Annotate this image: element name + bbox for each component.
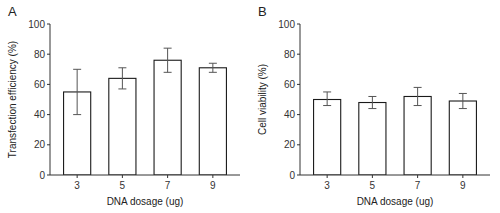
- x-axis-line: [300, 175, 490, 176]
- y-tick-label: 40: [284, 109, 296, 120]
- x-tick-label: 5: [120, 180, 126, 191]
- error-bar: [164, 48, 172, 72]
- x-tick-label: 3: [74, 180, 80, 191]
- error-cap-upper: [414, 87, 422, 88]
- error-stem: [167, 48, 168, 72]
- x-tick: [462, 175, 463, 178]
- y-tick: [47, 84, 50, 85]
- y-tick-label: 60: [34, 79, 46, 90]
- bar: [359, 103, 386, 175]
- bar: [314, 100, 341, 176]
- bar: [109, 78, 136, 175]
- y-axis-line: [300, 24, 301, 175]
- error-bar: [368, 96, 376, 108]
- y-axis-label: Transfection efficiency (%): [7, 41, 18, 158]
- panel: B 0 20 40 60 80 100 3 5 7 9 DNA dosage (ug) Cell via…: [257, 4, 490, 207]
- y-tick: [297, 24, 300, 25]
- error-cap-lower: [209, 72, 217, 73]
- y-tick: [47, 54, 50, 55]
- x-tick: [417, 175, 418, 178]
- error-cap-lower: [164, 72, 172, 73]
- error-stem: [462, 93, 463, 108]
- error-cap-upper: [118, 67, 126, 68]
- error-stem: [77, 69, 78, 114]
- y-tick-label: 20: [34, 139, 46, 150]
- error-stem: [417, 87, 418, 105]
- error-cap-lower: [459, 108, 467, 109]
- y-tick: [297, 175, 300, 176]
- x-tick: [122, 175, 123, 178]
- x-tick: [372, 175, 373, 178]
- error-cap-upper: [164, 48, 172, 49]
- y-tick-label: 100: [278, 19, 295, 30]
- bar: [404, 96, 431, 175]
- y-tick-label: 20: [284, 139, 296, 150]
- y-tick: [47, 144, 50, 145]
- x-tick-label: 5: [370, 180, 376, 191]
- x-tick: [212, 175, 213, 178]
- error-bar: [118, 68, 126, 89]
- error-stem: [372, 96, 373, 108]
- chart: A 0 20 40 60 80 100 3 5 7 9 DNA dosage (ug) Transfec…: [0, 0, 500, 213]
- y-tick-label: 100: [28, 19, 45, 30]
- error-cap-lower: [414, 105, 422, 106]
- y-axis-line: [50, 24, 51, 175]
- panel-label: B: [258, 4, 267, 19]
- y-tick-label: 0: [289, 170, 295, 181]
- error-cap-lower: [323, 105, 331, 106]
- error-bar: [73, 69, 81, 114]
- bar: [154, 60, 181, 175]
- x-tick: [167, 175, 168, 178]
- x-tick-label: 7: [415, 180, 421, 191]
- error-stem: [122, 68, 123, 89]
- bar: [199, 68, 226, 175]
- y-axis-label: Cell viability (%): [257, 64, 268, 135]
- error-stem: [212, 63, 213, 72]
- x-tick-label: 7: [165, 180, 171, 191]
- plot-area: [64, 48, 227, 175]
- error-cap-upper: [459, 93, 467, 94]
- plot-area: [314, 87, 477, 175]
- y-tick-label: 80: [284, 49, 296, 60]
- error-bar: [459, 93, 467, 108]
- y-tick: [297, 144, 300, 145]
- error-cap-lower: [118, 88, 126, 89]
- y-tick: [297, 54, 300, 55]
- error-cap-upper: [323, 91, 331, 92]
- panel: A 0 20 40 60 80 100 3 5 7 9 DNA dosage (ug) Transfec…: [7, 4, 240, 207]
- y-tick: [297, 114, 300, 115]
- y-tick-label: 80: [34, 49, 46, 60]
- error-cap-upper: [368, 96, 376, 97]
- panel-label: A: [8, 4, 17, 19]
- error-cap-upper: [209, 63, 217, 64]
- y-tick-label: 0: [39, 170, 45, 181]
- error-cap-lower: [73, 114, 81, 115]
- x-axis-line: [50, 175, 240, 176]
- y-tick: [47, 114, 50, 115]
- error-cap-upper: [73, 69, 81, 70]
- y-tick: [47, 24, 50, 25]
- error-cap-lower: [368, 108, 376, 109]
- x-tick-label: 3: [324, 180, 330, 191]
- y-tick-label: 60: [284, 79, 296, 90]
- error-stem: [327, 92, 328, 106]
- y-tick: [47, 175, 50, 176]
- x-axis-label: DNA dosage (ug): [357, 196, 434, 207]
- y-tick-label: 40: [34, 109, 46, 120]
- x-tick: [77, 175, 78, 178]
- x-tick-label: 9: [210, 180, 216, 191]
- x-axis-label: DNA dosage (ug): [107, 196, 184, 207]
- error-bar: [414, 87, 422, 105]
- error-bar: [209, 63, 217, 72]
- bar: [449, 101, 476, 175]
- x-tick: [327, 175, 328, 178]
- x-tick-label: 9: [460, 180, 466, 191]
- error-bar: [323, 92, 331, 106]
- y-tick: [297, 84, 300, 85]
